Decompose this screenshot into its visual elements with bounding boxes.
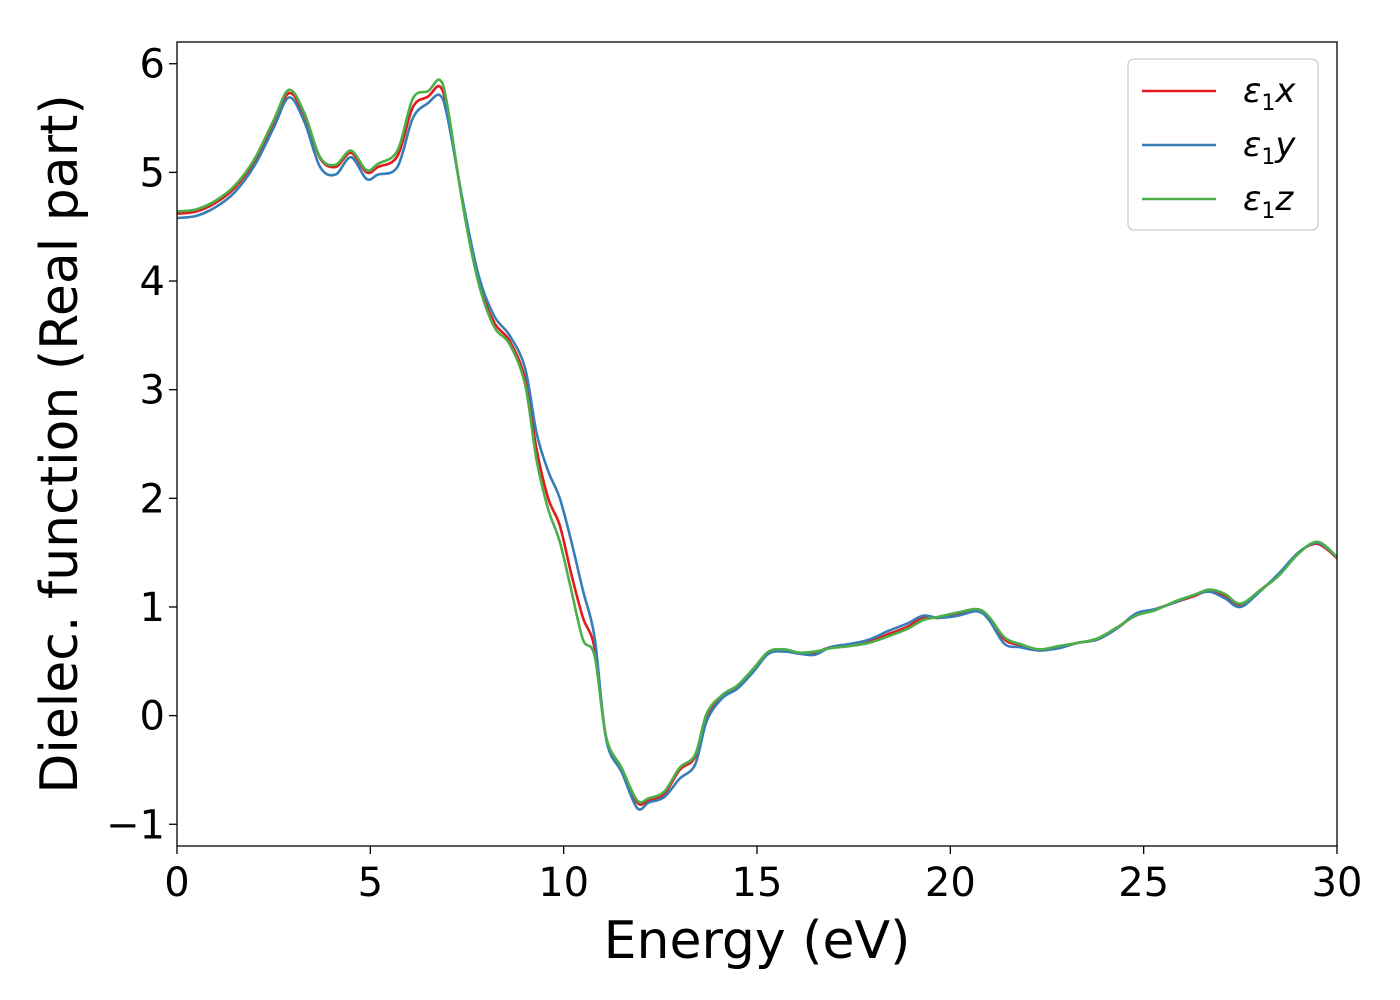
x-tick-label: 0 [164, 860, 189, 906]
series-line-eps1z [177, 78, 1337, 804]
y-tick-label: 5 [140, 150, 165, 196]
x-tick-label: 30 [1312, 860, 1363, 906]
x-tick-label: 15 [732, 860, 783, 906]
legend-box [1127, 58, 1319, 231]
legend-entry-eps1z: ε1z [1142, 179, 1294, 224]
y-tick-label: 1 [140, 585, 165, 631]
y-tick-label: −1 [106, 802, 165, 848]
x-tick-label: 25 [1118, 860, 1169, 906]
y-tick-label: 0 [140, 694, 165, 740]
y-tick-label: 6 [140, 42, 165, 88]
x-tick-label: 10 [538, 860, 589, 906]
x-axis: 0 5 10 15 20 25 30 [164, 846, 1362, 906]
y-tick-label: 3 [140, 368, 165, 414]
y-axis-title: Dielec. function (Real part) [30, 94, 90, 793]
legend-label: ε1x [1243, 71, 1296, 116]
series-layer [177, 78, 1337, 811]
x-axis-title: Energy (eV) [604, 911, 911, 971]
y-tick-label: 2 [140, 476, 165, 522]
x-tick-label: 5 [358, 860, 383, 906]
legend-label: ε1z [1243, 179, 1294, 224]
y-axis: −1 0 1 2 3 4 5 6 [106, 42, 177, 848]
legend: ε1x ε1y ε1z [1127, 58, 1319, 231]
legend-entry-eps1x: ε1x [1142, 71, 1296, 116]
y-tick-label: 4 [140, 259, 165, 305]
x-tick-label: 20 [925, 860, 976, 906]
legend-entry-eps1y: ε1y [1142, 125, 1296, 170]
legend-label: ε1y [1243, 125, 1296, 170]
